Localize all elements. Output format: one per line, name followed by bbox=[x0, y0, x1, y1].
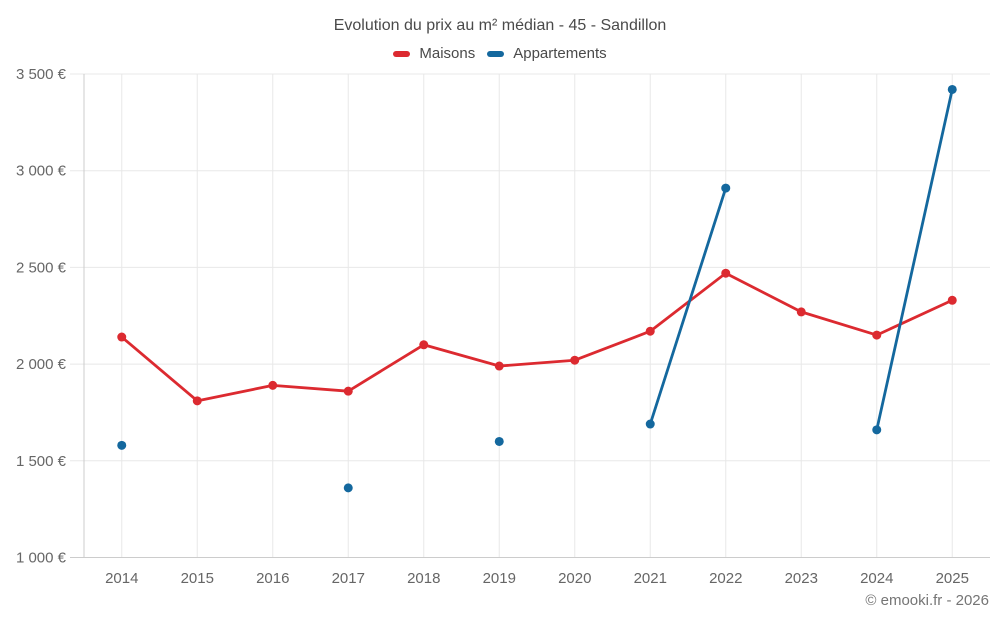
data-point-maisons-2023[interactable] bbox=[796, 307, 806, 317]
data-point-maisons-2022[interactable] bbox=[721, 268, 731, 278]
x-tick-label-2014: 2014 bbox=[105, 570, 138, 587]
data-point-appartements-2019[interactable] bbox=[494, 436, 504, 446]
x-tick-label-2023: 2023 bbox=[785, 570, 818, 587]
legend-label-maisons: Maisons bbox=[419, 45, 476, 62]
x-tick-label-2015: 2015 bbox=[181, 570, 214, 587]
series-line-appartements bbox=[875, 88, 954, 432]
legend-swatch-appartements bbox=[487, 50, 505, 57]
copyright: © emooki.fr - 2026 bbox=[865, 592, 989, 609]
data-point-appartements-2024[interactable] bbox=[872, 425, 882, 435]
series-line-maisons bbox=[120, 271, 954, 403]
x-tick-label-2020: 2020 bbox=[558, 570, 591, 587]
data-point-maisons-2016[interactable] bbox=[268, 380, 278, 390]
x-tick-label-2022: 2022 bbox=[709, 570, 742, 587]
y-tick-label-2500: 2 500 € bbox=[16, 259, 67, 276]
data-point-maisons-2018[interactable] bbox=[419, 340, 429, 350]
data-point-maisons-2021[interactable] bbox=[645, 326, 655, 336]
chart-title: Evolution du prix au m² médian - 45 - Sa… bbox=[333, 17, 667, 34]
data-point-maisons-2014[interactable] bbox=[117, 332, 127, 342]
x-tick-label-2025: 2025 bbox=[936, 570, 969, 587]
y-tick-label-3500: 3 500 € bbox=[16, 66, 67, 83]
data-point-appartements-2022[interactable] bbox=[721, 183, 731, 193]
x-tick-label-2017: 2017 bbox=[332, 570, 365, 587]
x-tick-label-2016: 2016 bbox=[256, 570, 289, 587]
legend-item-maisons[interactable]: Maisons bbox=[393, 45, 475, 62]
legend: Maisons Appartements bbox=[0, 45, 1000, 62]
x-tick-label-2018: 2018 bbox=[407, 570, 440, 587]
legend-label-appartements: Appartements bbox=[513, 45, 607, 62]
series-line-appartements bbox=[648, 186, 728, 426]
data-point-maisons-2015[interactable] bbox=[192, 396, 202, 406]
legend-item-appartements[interactable]: Appartements bbox=[487, 45, 607, 62]
data-point-maisons-2020[interactable] bbox=[570, 355, 580, 365]
data-point-maisons-2019[interactable] bbox=[494, 361, 504, 371]
data-point-maisons-2024[interactable] bbox=[872, 330, 882, 340]
x-tick-label-2019: 2019 bbox=[483, 570, 516, 587]
y-tick-label-1500: 1 500 € bbox=[16, 453, 67, 470]
data-point-appartements-2017[interactable] bbox=[343, 483, 353, 493]
y-tick-label-2000: 2 000 € bbox=[16, 356, 67, 373]
data-point-appartements-2025[interactable] bbox=[947, 84, 957, 94]
x-tick-label-2021: 2021 bbox=[634, 570, 667, 587]
y-tick-label-3000: 3 000 € bbox=[16, 163, 67, 180]
y-tick-label-1000: 1 000 € bbox=[16, 550, 67, 567]
data-point-maisons-2025[interactable] bbox=[947, 295, 957, 305]
x-tick-label-2024: 2024 bbox=[860, 570, 893, 587]
legend-swatch-maisons bbox=[393, 50, 411, 57]
data-point-appartements-2021[interactable] bbox=[645, 419, 655, 429]
data-point-appartements-2014[interactable] bbox=[117, 440, 127, 450]
data-point-maisons-2017[interactable] bbox=[343, 386, 353, 396]
